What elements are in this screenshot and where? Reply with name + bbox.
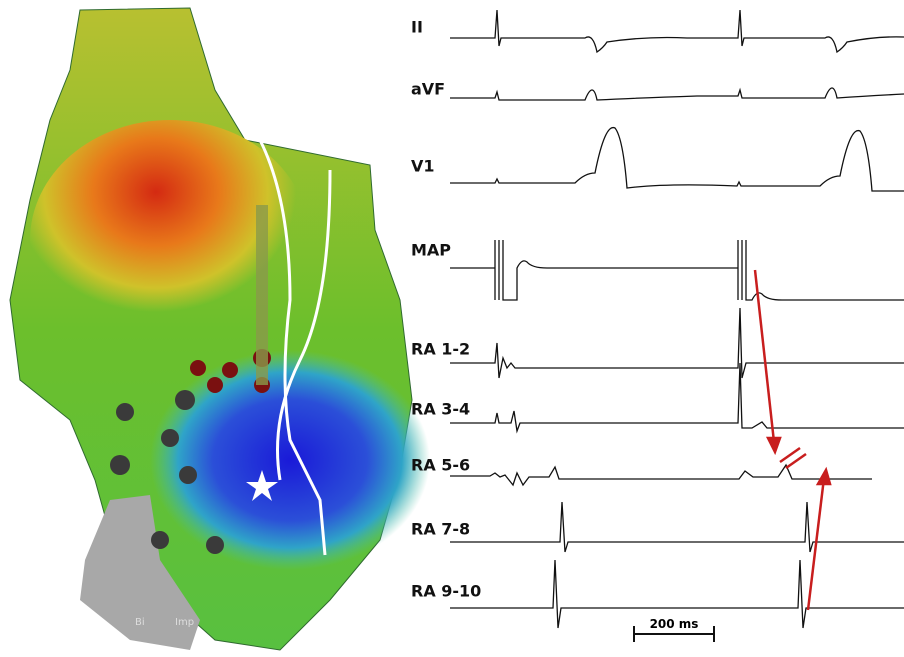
trace-labels: II aVF V1 MAP RA 1-2 RA 3-4 RA 5-6 RA 7-8 RA 9-1… [411, 18, 481, 601]
trace-ra78 [450, 502, 904, 552]
trace-label: RA 7-8 [411, 520, 470, 539]
trace-label: MAP [411, 241, 451, 260]
trace-label: RA 1-2 [411, 340, 470, 359]
map-label: Bi [135, 617, 145, 628]
trace-avf [450, 88, 904, 100]
activation-map: Bi Imp [10, 8, 430, 650]
trace-label: RA 3-4 [411, 400, 470, 419]
trace-label: RA 5-6 [411, 456, 470, 475]
figure: Bi Imp II aVF V1 MAP RA 1-2 RA 3-4 RA 5-6 RA 7-… [0, 0, 904, 657]
traces [450, 10, 904, 628]
trace-label: II [411, 18, 423, 37]
trace-label: V1 [411, 157, 435, 176]
trace-v1 [450, 128, 904, 191]
trace-ra56 [450, 465, 872, 485]
trace-ra34 [450, 363, 904, 431]
trace-ii [450, 10, 904, 52]
trace-label: RA 9-10 [411, 582, 481, 601]
trace-map [450, 240, 904, 300]
scale-bar: 200 ms [634, 617, 714, 642]
conduction-arrows [755, 270, 830, 610]
scale-bar-label: 200 ms [650, 617, 699, 631]
trace-ra12 [450, 308, 904, 378]
map-label: Imp [175, 617, 194, 628]
trace-label: aVF [411, 80, 445, 99]
